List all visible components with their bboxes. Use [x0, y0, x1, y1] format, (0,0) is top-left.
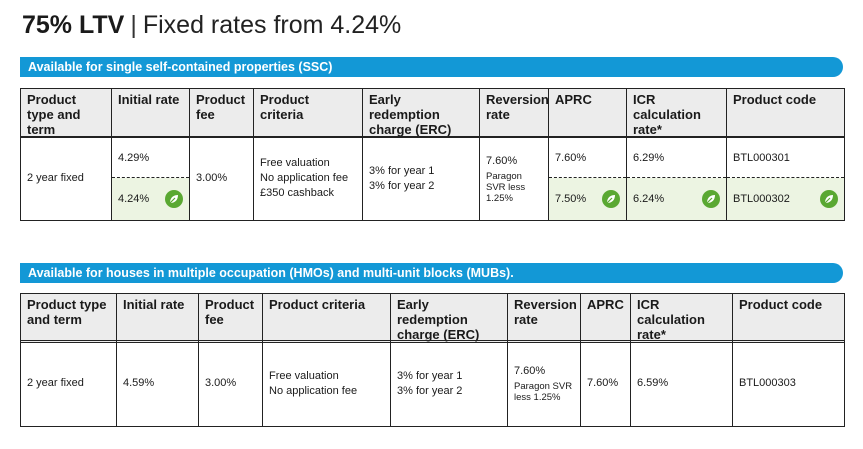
hmo-section-banner: Available for houses in multiple occupat… [20, 263, 843, 283]
icr-cell: 6.59% [630, 340, 733, 427]
initial-rate-cell: 4.59% [116, 340, 199, 427]
erc-cell: 3% for year 1 3% for year 2 [362, 136, 480, 221]
aprc-1: 7.60% [549, 137, 626, 178]
col-icr: ICR calculation rate* [630, 293, 733, 343]
erc-line: 3% for year 1 [369, 164, 435, 177]
ssc-header-table: Product type and term Initial rate Produ… [20, 88, 845, 138]
criteria-line: No application fee [269, 384, 358, 397]
col-icr: ICR calculation rate* [626, 88, 727, 138]
ssc-product-table: 2 year fixed 4.29% 4.24% 3.00% Free valu… [20, 136, 845, 221]
initial-rate-2-row: 4.24% [112, 178, 189, 220]
product-fee-cell: 3.00% [198, 340, 263, 427]
green-leaf-icon [165, 190, 183, 208]
col-initial-rate: Initial rate [111, 88, 190, 138]
hmo-header-table: Product type and term Initial rate Produ… [20, 293, 845, 343]
col-product-type: Product type and term [20, 88, 112, 138]
col-aprc: APRC [548, 88, 627, 138]
col-product-code: Product code [732, 293, 845, 343]
product-code-1: BTL000301 [727, 137, 844, 178]
erc-line: 3% for year 1 [397, 369, 463, 382]
green-leaf-icon [602, 190, 620, 208]
hmo-product-table: 2 year fixed 4.59% 3.00% Free valuation … [20, 340, 845, 427]
product-code-2: BTL000302 [733, 192, 790, 205]
product-criteria-cell: Free valuation No application fee [262, 340, 391, 427]
initial-rate-2: 4.24% [118, 192, 150, 205]
erc-cell: 3% for year 1 3% for year 2 [390, 340, 508, 427]
erc-line: 3% for year 2 [397, 384, 463, 397]
col-product-criteria: Product criteria [262, 293, 391, 343]
criteria-line: Free valuation [269, 369, 339, 382]
product-fee-cell: 3.00% [189, 136, 254, 221]
product-code-cell: BTL000303 [732, 340, 845, 427]
product-criteria-cell: Free valuation No application fee £350 c… [253, 136, 363, 221]
col-product-criteria: Product criteria [253, 88, 363, 138]
col-product-fee: Product fee [189, 88, 254, 138]
criteria-line: Free valuation [260, 157, 330, 169]
ssc-section-banner: Available for single self-contained prop… [20, 57, 843, 77]
ltv-heading: 75% LTV [22, 11, 125, 39]
reversion-rate: 7.60% [486, 154, 518, 167]
initial-rate-1: 4.29% [112, 137, 189, 178]
reversion-rate-cell: 7.60% Paragon SVR less 1.25% [479, 136, 549, 221]
product-type-cell: 2 year fixed [20, 340, 117, 427]
green-leaf-icon [702, 190, 720, 208]
green-leaf-icon [820, 190, 838, 208]
col-product-fee: Product fee [198, 293, 263, 343]
criteria-line: No application fee [260, 172, 349, 184]
reversion-note: Paragon SVR less 1.25% [514, 381, 573, 403]
col-erc: Early redemption charge (ERC) [362, 88, 480, 138]
table-row: 2 year fixed 4.29% 4.24% 3.00% Free valu… [20, 136, 845, 221]
col-reversion-rate: Reversion rate [507, 293, 581, 343]
initial-rate-cell: 4.29% 4.24% [111, 136, 190, 221]
aprc-cell: 7.60% [580, 340, 631, 427]
col-initial-rate: Initial rate [116, 293, 199, 343]
aprc-2: 7.50% [555, 192, 587, 205]
icr-1: 6.29% [627, 137, 726, 178]
aprc-cell: 7.60% 7.50% [548, 136, 627, 221]
col-erc: Early redemption charge (ERC) [390, 293, 508, 343]
col-reversion-rate: Reversion rate [479, 88, 549, 138]
product-type-cell: 2 year fixed [20, 136, 112, 221]
reversion-note: Paragon SVR less 1.25% [486, 170, 526, 204]
col-product-code: Product code [726, 88, 845, 138]
col-aprc: APRC [580, 293, 631, 343]
title-separator: | [130, 11, 137, 39]
table-row: 2 year fixed 4.59% 3.00% Free valuation … [20, 340, 845, 427]
reversion-rate-cell: 7.60% Paragon SVR less 1.25% [507, 340, 581, 427]
reversion-rate: 7.60% [514, 365, 546, 377]
aprc-2-row: 7.50% [549, 178, 626, 220]
product-code-cell: BTL000301 BTL000302 [726, 136, 845, 221]
product-code-2-row: BTL000302 [727, 178, 844, 220]
page-title: 75% LTV | Fixed rates from 4.24% [22, 8, 401, 42]
icr-2: 6.24% [633, 192, 665, 205]
col-product-type: Product type and term [20, 293, 117, 343]
icr-cell: 6.29% 6.24% [626, 136, 727, 221]
erc-line: 3% for year 2 [369, 179, 435, 192]
rate-subtitle: Fixed rates from 4.24% [142, 11, 402, 39]
icr-2-row: 6.24% [627, 178, 726, 220]
criteria-line: £350 cashback [260, 187, 334, 199]
